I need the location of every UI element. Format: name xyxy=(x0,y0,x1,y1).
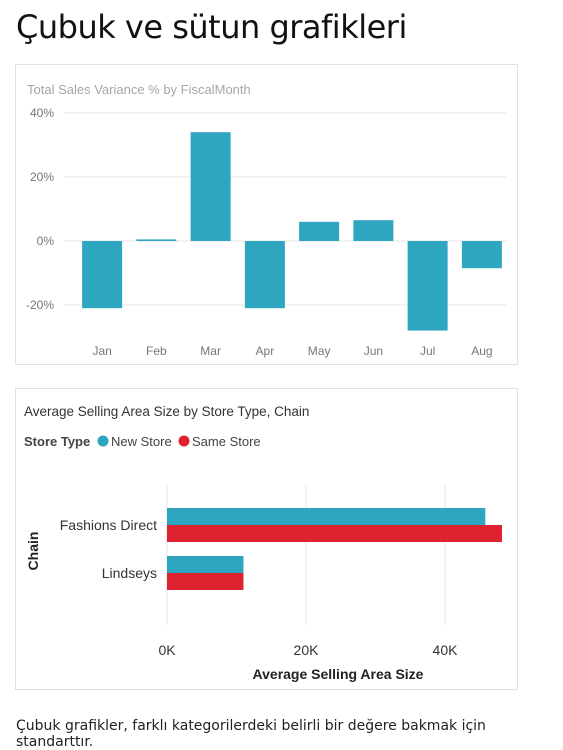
x-tick-label: Mar xyxy=(200,344,221,358)
bar-mar[interactable] xyxy=(190,132,231,241)
selling-area-chart-card[interactable]: Average Selling Area Size by Store Type,… xyxy=(15,388,518,690)
y-tick-label: 40% xyxy=(30,106,54,120)
bar-jun[interactable] xyxy=(353,220,394,241)
legend-label[interactable]: Same Store xyxy=(192,434,261,449)
bar-apr[interactable] xyxy=(244,241,285,309)
legend-swatch[interactable] xyxy=(97,435,109,447)
y-tick-label: 0% xyxy=(37,234,55,248)
legend-title: Store Type xyxy=(24,434,90,449)
x-tick-label: Jul xyxy=(420,344,435,358)
legend-label[interactable]: New Store xyxy=(111,434,172,449)
y-axis-title: Chain xyxy=(25,532,41,571)
x-tick-label: 0K xyxy=(158,642,176,658)
x-tick-label: Jan xyxy=(92,344,111,358)
legend-swatch[interactable] xyxy=(178,435,190,447)
y-tick-label: 20% xyxy=(30,170,54,184)
bar-lindseys-new-store[interactable] xyxy=(167,556,244,573)
bar-jul[interactable] xyxy=(407,241,448,331)
x-tick-label: May xyxy=(308,344,331,358)
bar-fashions-direct-same-store[interactable] xyxy=(167,525,502,542)
y-category-label: Lindseys xyxy=(102,565,157,581)
sales-variance-chart: Total Sales Variance % by FiscalMonth 40… xyxy=(26,82,506,358)
x-tick-label: Jun xyxy=(364,344,383,358)
x-tick-label: Aug xyxy=(471,344,492,358)
x-tick-label: Apr xyxy=(256,344,275,358)
selling-area-chart: Average Selling Area Size by Store Type,… xyxy=(24,404,502,682)
sales-variance-chart-card[interactable]: Total Sales Variance % by FiscalMonth 40… xyxy=(15,64,518,365)
chart-title: Total Sales Variance % by FiscalMonth xyxy=(27,82,251,97)
bar-feb[interactable] xyxy=(136,239,177,241)
x-axis-title: Average Selling Area Size xyxy=(253,666,424,682)
y-tick-label: -20% xyxy=(26,298,54,312)
y-category-label: Fashions Direct xyxy=(60,517,157,533)
bar-fashions-direct-new-store[interactable] xyxy=(167,508,486,525)
x-tick-label: 20K xyxy=(294,642,320,658)
bar-jan[interactable] xyxy=(82,241,123,309)
bar-lindseys-same-store[interactable] xyxy=(167,573,244,590)
x-tick-label: 40K xyxy=(433,642,459,658)
x-tick-label: Feb xyxy=(146,344,167,358)
bar-aug[interactable] xyxy=(461,241,502,269)
bar-may[interactable] xyxy=(299,221,340,241)
chart-title: Average Selling Area Size by Store Type,… xyxy=(24,404,309,419)
caption: Çubuk grafikler, farklı kategorilerdeki … xyxy=(16,718,486,750)
page-title: Çubuk ve sütun grafikleri xyxy=(16,8,407,46)
